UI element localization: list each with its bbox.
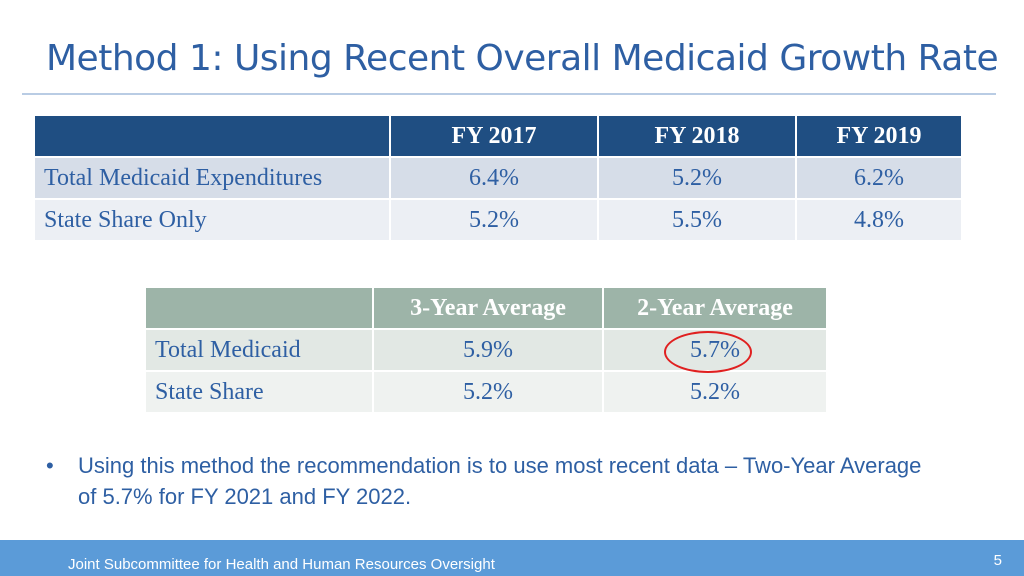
- slide-title: Method 1: Using Recent Overall Medicaid …: [46, 38, 999, 79]
- table-row: Total Medicaid Expenditures 6.4% 5.2% 6.…: [35, 156, 963, 199]
- title-divider: [22, 93, 996, 95]
- table-header-row: FY 2017 FY 2018 FY 2019: [35, 116, 963, 157]
- row-label-total-medicaid: Total Medicaid: [146, 328, 374, 371]
- table-row: State Share 5.2% 5.2%: [146, 370, 828, 412]
- row-label-state-share: State Share: [146, 370, 374, 412]
- cell-total-fy2019: 6.2%: [796, 156, 963, 199]
- table-header-fy2018: FY 2018: [598, 116, 797, 157]
- row-label-state-share-only: State Share Only: [35, 198, 391, 240]
- table-header-fy2019: FY 2019: [796, 116, 963, 157]
- cell-state-fy2017: 5.2%: [390, 198, 599, 240]
- bullet-point: • Using this method the recommendation i…: [46, 450, 926, 512]
- highlight-circle: [664, 331, 752, 373]
- cell-state-3yr: 5.2%: [373, 370, 604, 412]
- row-label-total-medicaid-expenditures: Total Medicaid Expenditures: [35, 156, 391, 199]
- table-header-2yr-avg: 2-Year Average: [603, 288, 828, 329]
- table-header-row: 3-Year Average 2-Year Average: [146, 288, 828, 329]
- growth-rate-table: FY 2017 FY 2018 FY 2019 Total Medicaid E…: [35, 116, 963, 240]
- cell-state-2yr: 5.2%: [603, 370, 828, 412]
- average-table: 3-Year Average 2-Year Average Total Medi…: [146, 288, 828, 412]
- table-header-fy2017: FY 2017: [390, 116, 599, 157]
- page-number: 5: [993, 552, 1002, 569]
- cell-state-fy2019: 4.8%: [796, 198, 963, 240]
- cell-total-fy2017: 6.4%: [390, 156, 599, 199]
- cell-state-fy2018: 5.5%: [598, 198, 797, 240]
- bullet-marker: •: [46, 453, 54, 478]
- table-header-3yr-avg: 3-Year Average: [373, 288, 604, 329]
- cell-total-fy2018: 5.2%: [598, 156, 797, 199]
- footer-text: Joint Subcommittee for Health and Human …: [68, 556, 495, 573]
- table-header-blank: [146, 288, 374, 329]
- cell-total-3yr: 5.9%: [373, 328, 604, 371]
- footer-bar: Joint Subcommittee for Health and Human …: [0, 540, 1024, 576]
- table-row: Total Medicaid 5.9% 5.7%: [146, 328, 828, 371]
- table-header-blank: [35, 116, 391, 157]
- bullet-text: Using this method the recommendation is …: [78, 453, 922, 509]
- table-row: State Share Only 5.2% 5.5% 4.8%: [35, 198, 963, 240]
